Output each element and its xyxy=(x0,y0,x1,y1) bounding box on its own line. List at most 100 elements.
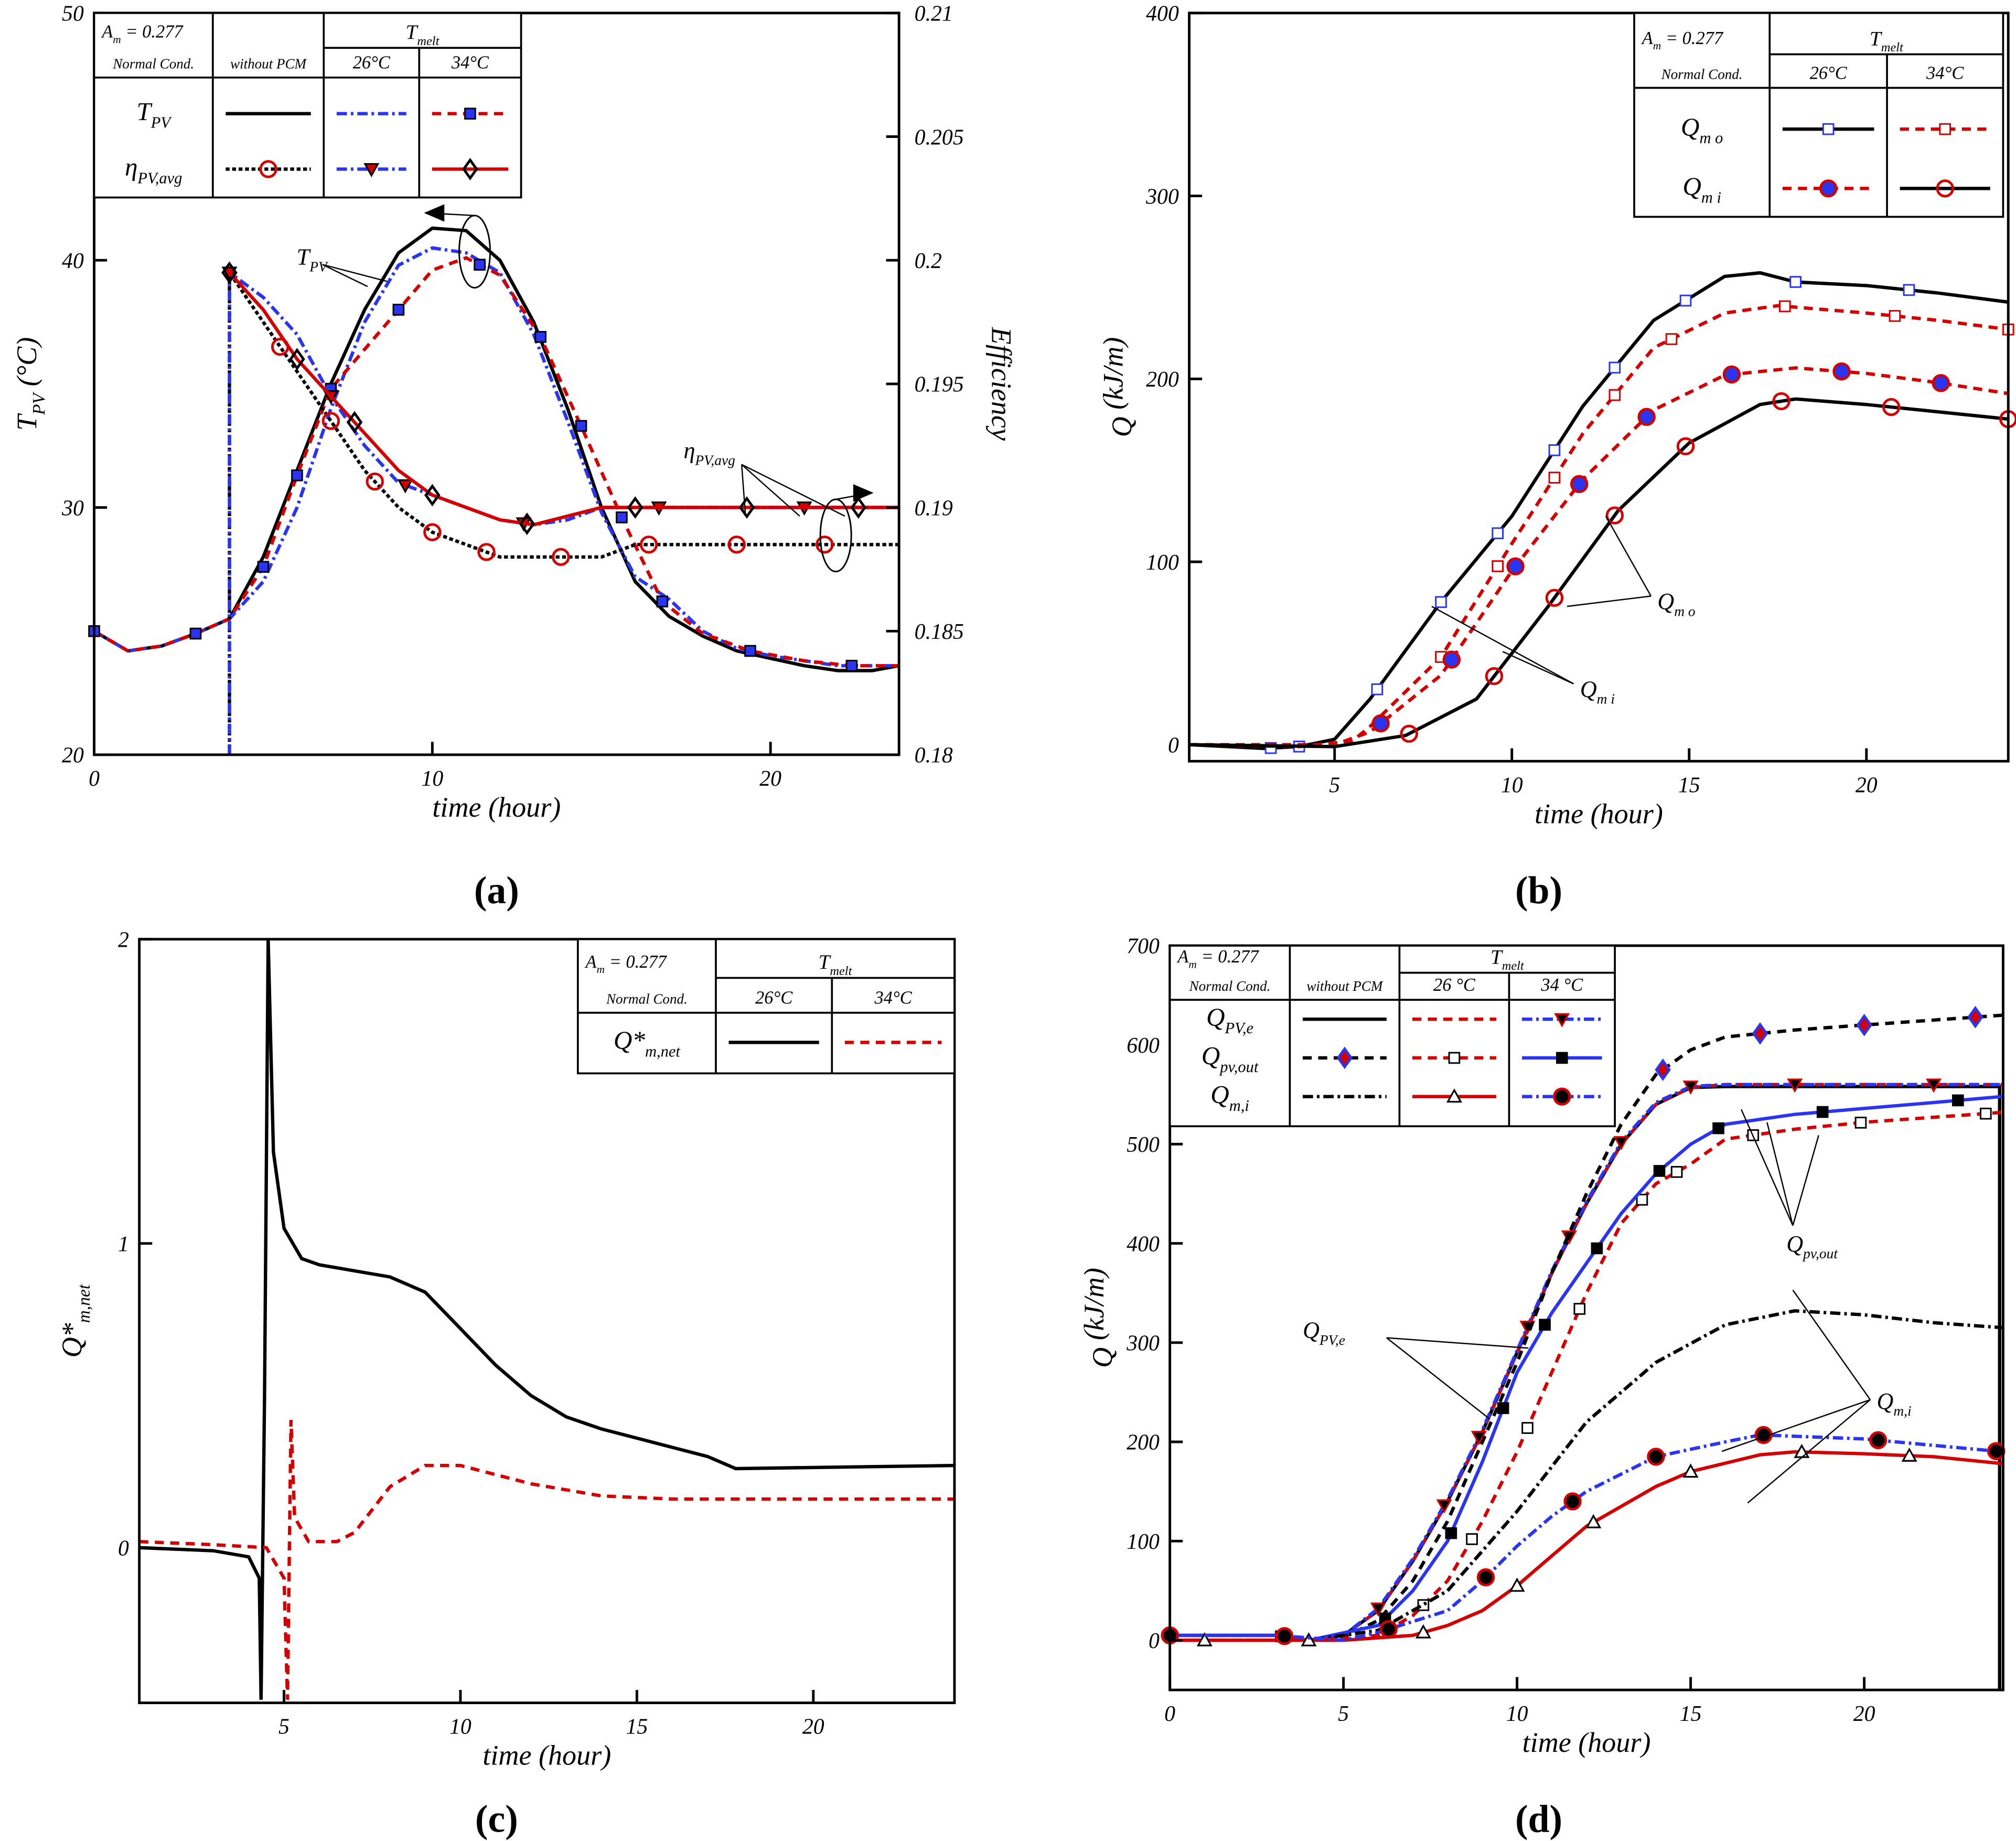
curve-group-ellipse xyxy=(458,215,491,289)
data-point-marker xyxy=(1415,1624,1431,1639)
data-point-marker xyxy=(1665,333,1678,345)
y-axis-label: Q (kJ/m) xyxy=(1078,1268,1118,1368)
series-line-2 xyxy=(93,256,899,668)
plot-frame xyxy=(1188,12,2010,763)
legend-col-without-pcm: without PCM xyxy=(1306,978,1383,994)
y-tick-label: 30 xyxy=(61,496,84,520)
data-point-marker xyxy=(1492,560,1504,572)
data-point-marker xyxy=(1521,1422,1534,1434)
legend-marker xyxy=(1819,179,1838,198)
data-point-marker xyxy=(1379,1620,1398,1639)
data-point-marker xyxy=(397,479,413,494)
annotation-label: ηPV,avg xyxy=(683,437,735,468)
data-point-marker xyxy=(1787,1078,1803,1093)
legend-swatch xyxy=(1412,1052,1496,1064)
series-line-6 xyxy=(1170,1309,2003,1642)
series-line-3 xyxy=(1189,397,2009,748)
data-point-marker xyxy=(1903,284,1915,296)
data-point-marker xyxy=(1485,667,1504,686)
data-point-marker xyxy=(1987,1442,2006,1460)
legend-marker xyxy=(1556,1052,1568,1064)
legend-col-header: 34°C xyxy=(451,53,489,73)
series-line-5 xyxy=(1170,1095,2003,1642)
series-line-0 xyxy=(93,226,899,672)
data-point-marker xyxy=(1952,1094,1964,1107)
leader-line xyxy=(1386,1337,1490,1420)
data-point-marker xyxy=(1608,389,1621,401)
data-point-marker xyxy=(1869,1431,1888,1449)
series-line-8 xyxy=(1170,1433,2003,1642)
data-point-marker xyxy=(1682,1080,1699,1095)
x-tick-label: 5 xyxy=(278,1715,289,1739)
panel-label: (b) xyxy=(1515,869,1562,912)
leader-line xyxy=(1431,606,1574,684)
data-point-marker xyxy=(1854,1117,1867,1129)
series-line-4 xyxy=(228,269,899,755)
series-line-1 xyxy=(1189,304,2009,748)
x-tick-label: 0 xyxy=(1164,1702,1175,1726)
legend-swatch xyxy=(432,108,508,120)
leader-line xyxy=(741,464,746,517)
legend-marker xyxy=(1448,1052,1461,1064)
y2-tick-label: 0.19 xyxy=(915,496,953,520)
data-point-marker xyxy=(477,543,496,561)
y-tick-label: 300 xyxy=(1126,1332,1160,1356)
y-tick-label: 600 xyxy=(1127,1034,1160,1058)
data-point-marker xyxy=(816,536,834,554)
legend-border xyxy=(1168,945,1616,1128)
data-point-marker xyxy=(392,304,405,316)
annotation-label: Qm o xyxy=(1657,588,1695,619)
legend-col-header: 34°C xyxy=(1926,63,1964,83)
data-point-marker xyxy=(1856,1013,1872,1036)
leader-line xyxy=(1792,1135,1819,1226)
legend-swatch xyxy=(432,157,508,180)
x-tick-label: 10 xyxy=(1501,773,1523,797)
data-point-marker xyxy=(1926,1078,1942,1093)
y2-tick-label: 0.195 xyxy=(915,373,964,397)
x-tick-label: 20 xyxy=(1853,1702,1875,1726)
plot-frame xyxy=(138,938,956,1705)
data-point-marker xyxy=(1816,1106,1829,1118)
annotation-label: TPV xyxy=(297,244,329,274)
series-line-5 xyxy=(228,271,899,527)
data-point-marker xyxy=(1670,1166,1683,1178)
data-point-marker xyxy=(1932,374,1950,392)
y2-tick-label: 0.2 xyxy=(915,249,942,273)
x-axis-label: time (hour) xyxy=(482,1740,611,1771)
series-line-1 xyxy=(1170,1083,2003,1642)
data-point-marker xyxy=(744,645,756,657)
legend-row-label: Qm o xyxy=(1681,112,1723,147)
leader-line xyxy=(1721,1399,1871,1452)
legend-marker xyxy=(363,163,380,178)
data-point-marker xyxy=(534,331,546,343)
legend-marker xyxy=(259,160,277,178)
data-point-marker xyxy=(424,484,441,507)
data-point-marker xyxy=(1712,1122,1724,1134)
y-axis-label-group: Q (kJ/m) xyxy=(1078,1268,1118,1368)
y-axis-label-group: Q (kJ/m) xyxy=(1098,337,1138,437)
y-tick-label: 400 xyxy=(1146,2,1179,26)
legend-col-header: 34 °C xyxy=(1540,975,1583,995)
data-point-marker xyxy=(1570,475,1589,494)
data-point-marker xyxy=(1772,392,1790,411)
data-point-marker xyxy=(656,595,669,608)
curve-group-ellipse xyxy=(819,498,852,573)
data-point-marker xyxy=(1548,444,1561,456)
data-point-marker xyxy=(1497,1402,1509,1414)
data-point-marker xyxy=(1967,1005,1983,1029)
legend-swatch xyxy=(336,163,406,178)
annotation-label: QPV,e xyxy=(1303,1318,1345,1348)
data-point-marker xyxy=(1370,1602,1386,1617)
y2-tick-label: 0.185 xyxy=(915,620,964,644)
legend-row-label: Qpv,out xyxy=(1202,1041,1259,1076)
legend-row-label: Q*m,net xyxy=(614,1026,681,1061)
legend-marker xyxy=(1939,123,1951,135)
legend-swatch xyxy=(1522,1087,1602,1106)
legend-swatch xyxy=(1782,123,1874,135)
annotation: Qm i xyxy=(1431,606,1615,707)
data-point-marker xyxy=(289,348,305,371)
data-point-marker xyxy=(1371,683,1384,695)
legend-group-tmelt: Tmelt xyxy=(1870,27,1904,55)
